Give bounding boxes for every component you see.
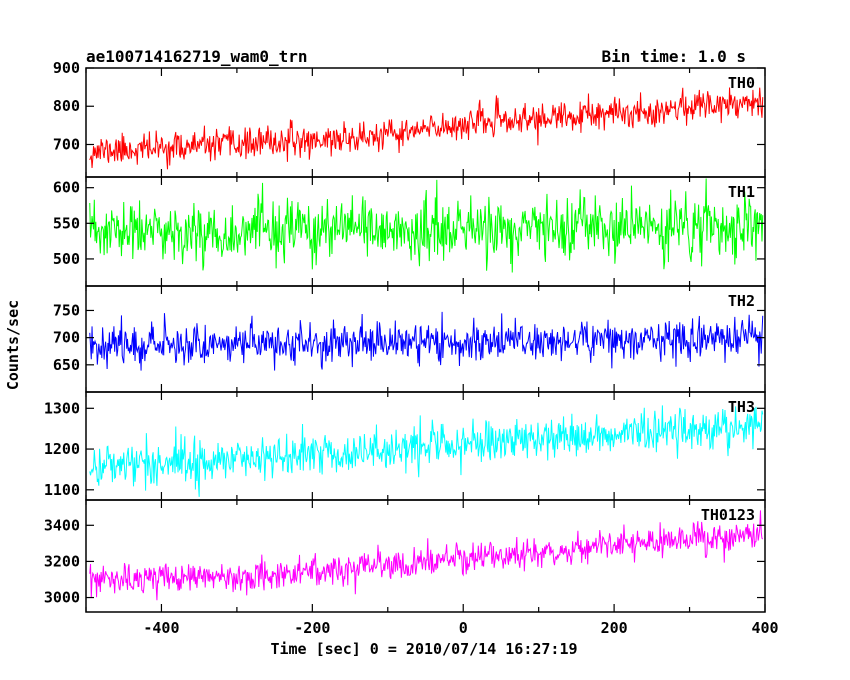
chart-title: ae100714162719_wam0_trn [86, 47, 308, 66]
y-tick-label: 550 [53, 214, 80, 232]
x-tick-label: -400 [143, 619, 179, 637]
panel-th1: 500 550 600 TH1 [53, 176, 766, 287]
bin-time-label: Bin time: 1.0 s [602, 47, 747, 66]
x-tick-label: 400 [751, 619, 778, 637]
y-tick-label: 650 [53, 356, 80, 374]
series-line-th0123 [89, 510, 764, 601]
panel-th0123: 3000 3200 3400 TH0123 [44, 499, 766, 613]
y-tick-label: 500 [53, 250, 80, 268]
panel-th2: 650 700 750 TH2 [53, 285, 766, 393]
y-tick-label: 600 [53, 179, 80, 197]
panel-th0: 700 800 900 TH0 [53, 59, 766, 178]
series-line-th1 [89, 178, 764, 273]
panel-frame [85, 67, 766, 178]
panel-th3: 1100 1200 1300 TH3 [44, 391, 766, 501]
y-tick-label: 700 [53, 135, 80, 153]
series-label-th1: TH1 [728, 183, 755, 201]
y-axis-label: Counts/sec [4, 300, 22, 390]
y-tick-label: 800 [53, 97, 80, 115]
y-tick-label: 3000 [44, 589, 80, 607]
x-tick-label: 200 [601, 619, 628, 637]
panel-frame [85, 391, 766, 501]
y-tick-label: 3200 [44, 552, 80, 570]
y-tick-label: 700 [53, 329, 80, 347]
series-label-th2: TH2 [728, 292, 755, 310]
y-tick-label: 1200 [44, 440, 80, 458]
series-label-th0123: TH0123 [701, 506, 755, 524]
x-axis: -400 -200 0 200 400 [143, 619, 778, 637]
x-tick-label: 0 [459, 619, 468, 637]
y-tick-label: 900 [53, 59, 80, 77]
series-line-th3 [89, 405, 764, 497]
panel-frame [85, 499, 766, 613]
series-line-th2 [89, 311, 764, 371]
y-tick-label: 1300 [44, 399, 80, 417]
series-line-th0 [89, 87, 764, 170]
series-label-th3: TH3 [728, 398, 755, 416]
panels: 700 800 900 TH0 500 550 600 TH1 650 700 750 TH2 1100… [44, 59, 766, 613]
y-tick-label: 750 [53, 301, 80, 319]
series-label-th0: TH0 [728, 74, 755, 92]
x-tick-label: -200 [294, 619, 330, 637]
x-axis-label: Time [sec] 0 = 2010/07/14 16:27:19 [270, 640, 577, 658]
y-tick-label: 3400 [44, 516, 80, 534]
y-tick-label: 1100 [44, 481, 80, 499]
